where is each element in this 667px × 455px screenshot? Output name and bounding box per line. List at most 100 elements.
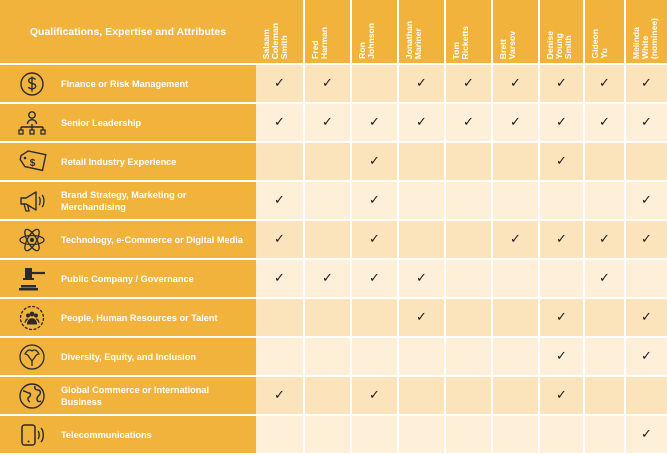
matrix-cell: [446, 377, 491, 414]
check-icon: ✓: [416, 271, 427, 286]
check-icon: ✓: [510, 115, 521, 130]
matrix-cell: ✓: [493, 104, 538, 141]
matrix-cell: ✓: [540, 221, 583, 258]
column-header-label: Gideon Yu: [590, 29, 609, 59]
phone-signal-icon: [17, 420, 47, 450]
row-label-cell: $ Retail Industry Experience: [0, 143, 256, 180]
dollar-circle-icon: [17, 69, 47, 99]
check-icon: ✓: [641, 232, 652, 247]
check-icon: ✓: [556, 388, 567, 403]
matrix-cell: ✓: [493, 65, 538, 102]
matrix-cell: [626, 143, 667, 180]
gavel-icon: [17, 264, 47, 294]
matrix-cell: ✓: [626, 416, 667, 453]
matrix-cell: ✓: [352, 143, 397, 180]
matrix-cell: [493, 416, 538, 453]
check-icon: ✓: [274, 232, 285, 247]
row-label: Telecommunications: [61, 429, 152, 440]
check-icon: ✓: [274, 388, 285, 403]
matrix-cell: [399, 221, 444, 258]
matrix-cell: [446, 221, 491, 258]
row-label-cell: Technology, e-Commerce or Digital Media: [0, 221, 256, 258]
row-label-cell: People, Human Resources or Talent: [0, 299, 256, 336]
matrix-cell: [540, 416, 583, 453]
matrix-cell: [585, 338, 624, 375]
check-icon: ✓: [599, 271, 610, 286]
row-label-cell: Senior Leadership: [0, 104, 256, 141]
check-icon: ✓: [322, 271, 333, 286]
check-icon: ✓: [322, 76, 333, 91]
matrix-cell: ✓: [446, 104, 491, 141]
column-header-label: Brett Varsov: [498, 30, 517, 59]
matrix-cell: [256, 299, 303, 336]
matrix-cell: [399, 377, 444, 414]
matrix-cell: ✓: [399, 299, 444, 336]
row-label: Senior Leadership: [61, 117, 142, 128]
row-label: Technology, e-Commerce or Digital Media: [61, 234, 243, 245]
check-icon: ✓: [416, 76, 427, 91]
matrix-cell: ✓: [352, 104, 397, 141]
matrix-cell: ✓: [446, 65, 491, 102]
matrix-cell: ✓: [540, 299, 583, 336]
matrix-cell: [493, 299, 538, 336]
column-header: Jonathan Mariner: [399, 0, 444, 63]
row-label-cell: Brand Strategy, Marketing or Merchandisi…: [0, 182, 256, 219]
column-header: Tom Ricketts: [446, 0, 491, 63]
matrix-cell: [585, 416, 624, 453]
check-icon: ✓: [641, 115, 652, 130]
check-icon: ✓: [599, 232, 610, 247]
matrix-cell: [399, 143, 444, 180]
atom-icon: [17, 225, 47, 255]
matrix-cell: ✓: [305, 260, 350, 297]
matrix-cell: [493, 260, 538, 297]
check-icon: ✓: [274, 193, 285, 208]
header-row: Qualifications, Expertise and Attributes…: [0, 0, 667, 63]
matrix-cell: [352, 338, 397, 375]
column-header: Brett Varsov: [493, 0, 538, 63]
matrix-cell: ✓: [399, 260, 444, 297]
matrix-cell: [305, 338, 350, 375]
column-header: Salaam Coleman Smith: [256, 0, 303, 63]
matrix-cell: ✓: [399, 65, 444, 102]
check-icon: ✓: [556, 154, 567, 169]
check-icon: ✓: [274, 76, 285, 91]
matrix-cell: ✓: [493, 221, 538, 258]
matrix-cell: ✓: [626, 338, 667, 375]
matrix-cell: [399, 182, 444, 219]
row-label: Public Company / Governance: [61, 273, 194, 284]
matrix-cell: [585, 182, 624, 219]
matrix-cell: ✓: [256, 377, 303, 414]
column-header: Denise Young Smith: [540, 0, 583, 63]
row-label-cell: Public Company / Governance: [0, 260, 256, 297]
check-icon: ✓: [322, 115, 333, 130]
matrix-cell: [540, 182, 583, 219]
check-icon: ✓: [510, 76, 521, 91]
matrix-cell: ✓: [626, 182, 667, 219]
check-icon: ✓: [369, 154, 380, 169]
matrix-cell: [305, 416, 350, 453]
people-circle-icon: [17, 303, 47, 333]
matrix-cell: [446, 338, 491, 375]
check-icon: ✓: [369, 232, 380, 247]
matrix-cell: [446, 416, 491, 453]
check-icon: ✓: [556, 115, 567, 130]
matrix-cell: ✓: [305, 104, 350, 141]
column-header-label: Jonathan Mariner: [404, 20, 423, 59]
matrix-cell: ✓: [305, 65, 350, 102]
check-icon: ✓: [274, 271, 285, 286]
diversity-hands-icon: [17, 342, 47, 372]
check-icon: ✓: [416, 310, 427, 325]
row-label-cell: Telecommunications: [0, 416, 256, 453]
matrix-cell: ✓: [585, 65, 624, 102]
column-header: Ron Johnson: [352, 0, 397, 63]
matrix-cell: [256, 416, 303, 453]
matrix-cell: [585, 299, 624, 336]
matrix-cell: ✓: [256, 260, 303, 297]
matrix-cell: ✓: [585, 104, 624, 141]
matrix-cell: [493, 377, 538, 414]
check-icon: ✓: [556, 76, 567, 91]
matrix-cell: ✓: [399, 104, 444, 141]
svg-text:$: $: [30, 158, 36, 169]
matrix-cell: [305, 143, 350, 180]
